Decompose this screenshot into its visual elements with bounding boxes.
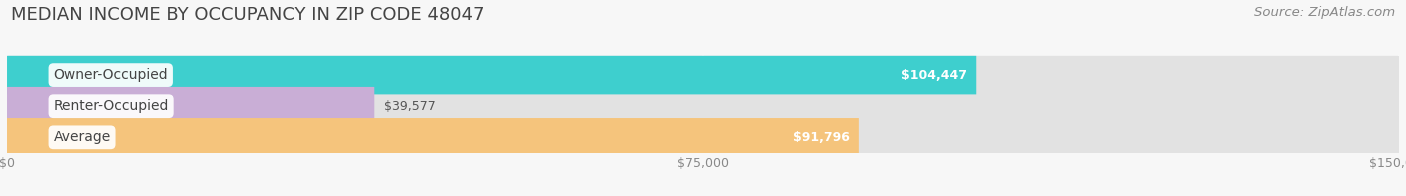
Text: Owner-Occupied: Owner-Occupied xyxy=(53,68,169,82)
FancyBboxPatch shape xyxy=(7,56,976,94)
Text: MEDIAN INCOME BY OCCUPANCY IN ZIP CODE 48047: MEDIAN INCOME BY OCCUPANCY IN ZIP CODE 4… xyxy=(11,6,485,24)
FancyBboxPatch shape xyxy=(7,87,374,125)
FancyBboxPatch shape xyxy=(7,87,1399,125)
Text: $104,447: $104,447 xyxy=(901,69,967,82)
FancyBboxPatch shape xyxy=(7,118,859,157)
FancyBboxPatch shape xyxy=(7,56,1399,94)
Text: $91,796: $91,796 xyxy=(793,131,849,144)
Text: Source: ZipAtlas.com: Source: ZipAtlas.com xyxy=(1254,6,1395,19)
FancyBboxPatch shape xyxy=(7,118,1399,157)
Text: $39,577: $39,577 xyxy=(384,100,436,113)
Text: Average: Average xyxy=(53,130,111,144)
Text: Renter-Occupied: Renter-Occupied xyxy=(53,99,169,113)
